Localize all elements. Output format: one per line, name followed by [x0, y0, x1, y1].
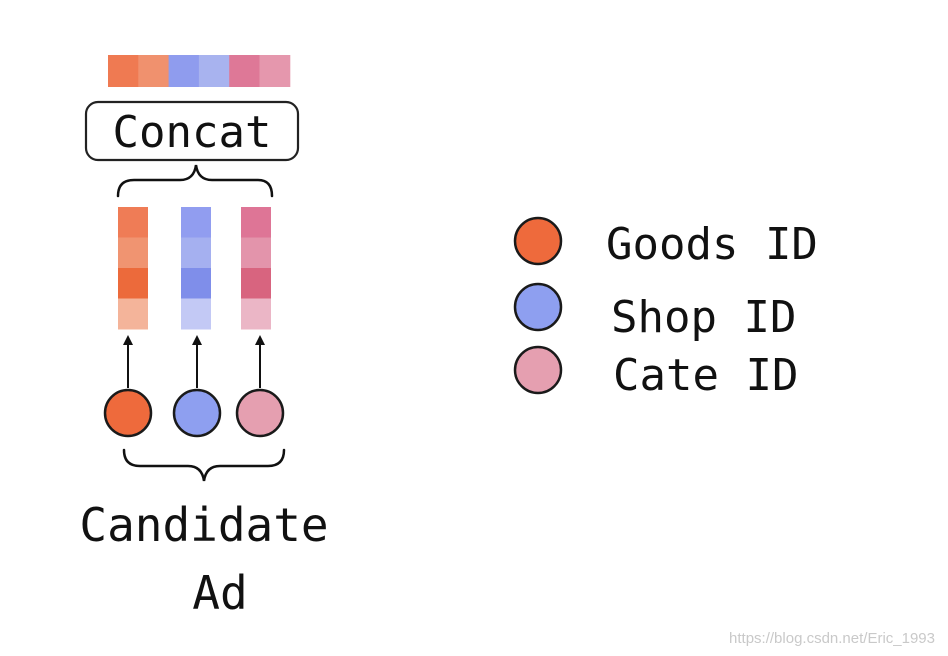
vector-cell [181, 207, 211, 238]
legend-item-cate: Cate ID [513, 345, 798, 401]
cate-id-circle [235, 388, 285, 438]
goods-embedding-vector [118, 207, 148, 330]
vector-cell [241, 268, 271, 299]
vector-cell [181, 298, 211, 330]
concat-embedding-bar [108, 55, 291, 87]
concat-bar-segment [168, 55, 200, 87]
concat-bar-segment [229, 55, 260, 87]
goods-id-circle [103, 388, 153, 438]
legend-item-goods: Goods ID [513, 216, 818, 270]
concat-bar-segment [259, 55, 291, 87]
concat-bar-segment [198, 55, 230, 87]
legend-shop-label: Shop ID [611, 292, 796, 343]
legend-cate-label: Cate ID [613, 350, 798, 401]
vector-cell [118, 237, 148, 269]
concat-box-border [84, 100, 300, 162]
concat-label: Concat [113, 107, 272, 158]
legend-goods-swatch [513, 216, 563, 266]
vector-cell [181, 237, 211, 269]
concat-box: Concat [84, 100, 300, 162]
candidate-label-line1: Candidate [79, 498, 328, 552]
vector-cell [118, 207, 148, 238]
vector-cell [241, 237, 271, 269]
vector-cell [241, 298, 271, 330]
vector-cell [181, 268, 211, 299]
cate-embedding-vector [241, 207, 271, 330]
concat-bar-segment [138, 55, 170, 87]
legend: Goods ID Shop ID Cate ID [513, 216, 818, 401]
lower-brace [122, 448, 286, 482]
vector-cell [118, 268, 148, 299]
vector-cell [118, 298, 148, 330]
shop-id-circle [172, 388, 222, 438]
shop-embedding-vector [181, 207, 211, 330]
candidate-label-line2: Ad [192, 566, 247, 620]
legend-item-shop: Shop ID [513, 282, 796, 343]
legend-cate-swatch [513, 345, 563, 395]
upper-brace [116, 164, 274, 198]
concat-bar-segment [108, 55, 139, 87]
vector-cell [241, 207, 271, 238]
legend-shop-swatch [513, 282, 563, 332]
watermark: https://blog.csdn.net/Eric_1993 [729, 630, 935, 647]
legend-goods-label: Goods ID [606, 219, 818, 270]
